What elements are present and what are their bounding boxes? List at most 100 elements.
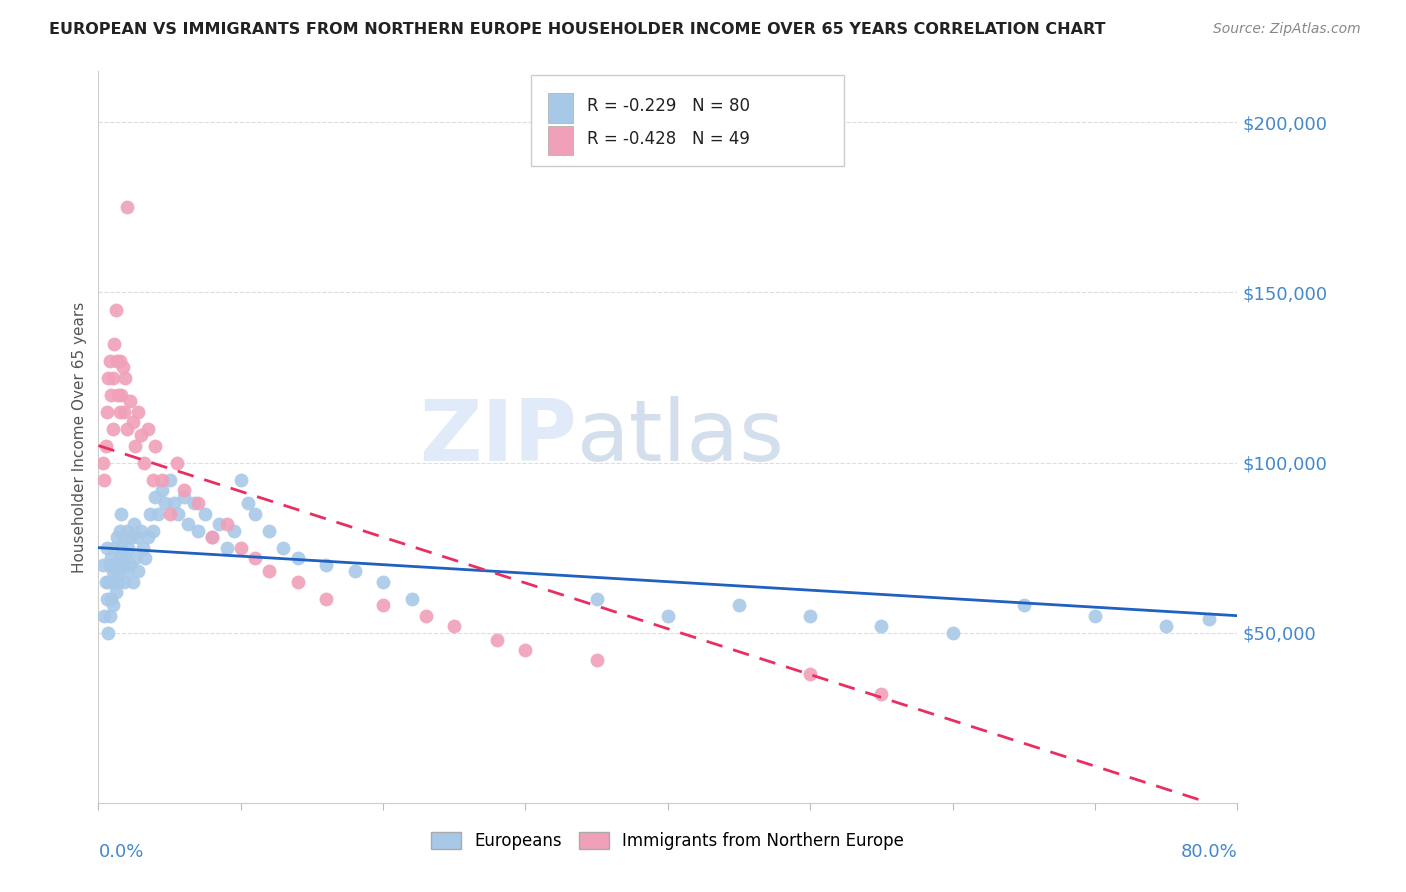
Point: [657, 608, 679, 623]
Point: [287, 550, 309, 565]
Point: [243, 507, 266, 521]
Point: [443, 619, 465, 633]
Point: [229, 541, 252, 555]
Point: [145, 439, 167, 453]
Point: [96, 541, 118, 555]
Point: [166, 456, 188, 470]
Point: [129, 524, 152, 538]
Point: [122, 516, 145, 531]
Point: [110, 507, 132, 521]
Point: [236, 496, 259, 510]
Point: [110, 541, 132, 555]
Point: [373, 599, 395, 613]
Point: [183, 496, 205, 510]
Point: [155, 496, 177, 510]
Y-axis label: Householder Income Over 65 years: Householder Income Over 65 years: [72, 301, 87, 573]
Point: [167, 507, 190, 521]
Text: Source: ZipAtlas.com: Source: ZipAtlas.com: [1213, 22, 1361, 37]
Point: [585, 591, 607, 606]
Point: [104, 585, 127, 599]
Point: [97, 574, 120, 589]
Point: [121, 574, 143, 589]
Point: [115, 524, 138, 538]
Point: [273, 541, 295, 555]
Point: [215, 541, 238, 555]
Point: [585, 653, 607, 667]
Point: [93, 473, 115, 487]
Legend: Europeans, Immigrants from Northern Europe: Europeans, Immigrants from Northern Euro…: [425, 825, 911, 856]
Point: [94, 574, 117, 589]
Point: [315, 591, 337, 606]
Point: [120, 531, 142, 545]
Point: [141, 473, 163, 487]
Point: [152, 483, 174, 497]
Point: [136, 531, 159, 545]
Point: [93, 608, 115, 623]
Point: [208, 516, 231, 531]
Point: [101, 565, 124, 579]
Point: [112, 404, 135, 418]
Point: [108, 353, 131, 368]
Point: [136, 421, 159, 435]
Point: [132, 456, 155, 470]
Point: [100, 550, 122, 565]
Point: [94, 439, 117, 453]
Point: [131, 541, 153, 555]
Point: [259, 565, 281, 579]
Point: [91, 558, 114, 572]
Point: [243, 550, 266, 565]
Point: [870, 619, 893, 633]
Point: [115, 565, 138, 579]
Point: [104, 558, 127, 572]
FancyBboxPatch shape: [548, 94, 574, 122]
Point: [98, 558, 121, 572]
Point: [141, 524, 163, 538]
Point: [942, 625, 965, 640]
Point: [287, 574, 309, 589]
Point: [177, 516, 200, 531]
Point: [486, 632, 509, 647]
Point: [222, 524, 245, 538]
Point: [118, 394, 141, 409]
Point: [108, 524, 131, 538]
Point: [114, 370, 136, 384]
Point: [96, 404, 118, 418]
Point: [100, 591, 122, 606]
Point: [138, 507, 160, 521]
Point: [97, 625, 120, 640]
Point: [117, 541, 139, 555]
Point: [870, 687, 893, 701]
Text: R = -0.428   N = 49: R = -0.428 N = 49: [586, 130, 749, 148]
Point: [163, 496, 186, 510]
Point: [343, 565, 366, 579]
Point: [101, 421, 124, 435]
Point: [1012, 599, 1035, 613]
Point: [152, 473, 174, 487]
Point: [125, 531, 148, 545]
FancyBboxPatch shape: [531, 75, 845, 167]
Point: [97, 370, 120, 384]
Point: [115, 201, 138, 215]
Text: R = -0.229   N = 80: R = -0.229 N = 80: [586, 97, 749, 115]
Text: atlas: atlas: [576, 395, 785, 479]
Point: [108, 404, 131, 418]
Point: [112, 531, 135, 545]
Point: [124, 439, 146, 453]
Point: [121, 415, 143, 429]
Point: [799, 608, 821, 623]
Text: 80.0%: 80.0%: [1181, 843, 1237, 861]
Point: [105, 353, 128, 368]
Point: [98, 353, 121, 368]
Point: [103, 541, 125, 555]
Point: [103, 336, 125, 351]
Point: [173, 483, 195, 497]
Text: 0.0%: 0.0%: [98, 843, 143, 861]
Point: [187, 496, 209, 510]
Point: [315, 558, 337, 572]
Point: [108, 550, 131, 565]
Point: [1154, 619, 1177, 633]
Point: [112, 574, 135, 589]
Point: [100, 387, 122, 401]
Point: [187, 524, 209, 538]
Point: [201, 531, 224, 545]
